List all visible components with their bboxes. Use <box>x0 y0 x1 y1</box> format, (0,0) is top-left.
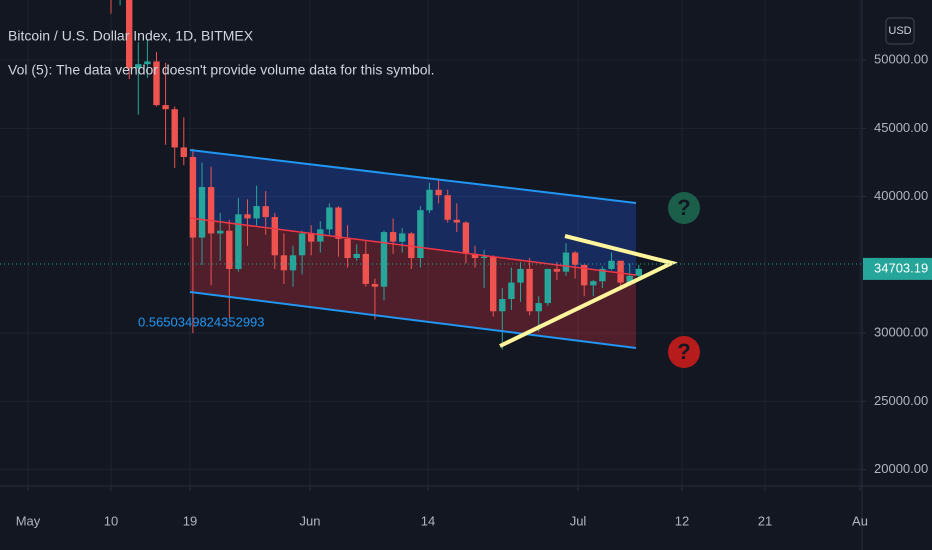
volume-note: Vol (5): The data vendor doesn't provide… <box>8 62 435 78</box>
y-tick-label: 40000.00 <box>874 188 928 203</box>
candle-body <box>153 61 160 106</box>
channel-top <box>189 149 637 204</box>
candle-body <box>626 275 633 283</box>
candle-body <box>535 303 542 312</box>
candle-body <box>571 252 579 265</box>
channel-upper-fill <box>190 150 636 275</box>
candle-body <box>335 207 342 239</box>
candle-body <box>262 206 269 218</box>
y-tick-label: 50000.00 <box>874 52 928 67</box>
currency-button[interactable] <box>885 17 915 45</box>
candle-body <box>126 0 133 69</box>
candle-body <box>280 255 288 271</box>
candle-body <box>389 232 397 242</box>
candle-body <box>271 217 278 256</box>
candle-body <box>471 253 479 259</box>
candle-body <box>617 260 624 283</box>
candle-body <box>371 283 379 287</box>
candle-body <box>362 253 369 284</box>
candle-body <box>590 281 597 286</box>
candle-body <box>326 207 333 230</box>
candle-body <box>171 109 178 148</box>
chart-title: Bitcoin / U.S. Dollar Index, 1D, BITMEX <box>8 28 254 44</box>
x-tick-label: Au <box>852 513 868 528</box>
y-tick-label: 25000.00 <box>874 393 928 408</box>
candle-body <box>198 187 206 238</box>
candle-body <box>162 105 169 110</box>
candle-body <box>344 238 351 259</box>
candle-body <box>526 268 533 312</box>
x-tick-label: Jul <box>570 513 587 528</box>
candle-body <box>244 214 251 219</box>
candle-body <box>235 214 242 269</box>
candle-body <box>499 298 506 312</box>
candle-body <box>399 233 406 242</box>
candle-body <box>517 268 524 283</box>
candle-body <box>217 230 224 234</box>
annotation: 0.5650349824352993 <box>138 314 265 329</box>
last-price-label: 34703.19 <box>874 260 928 275</box>
y-tick-label: 30000.00 <box>874 325 928 340</box>
question-mark: ? <box>677 195 690 220</box>
candle-body <box>453 219 460 223</box>
candle-body <box>599 268 606 282</box>
candle-body <box>480 256 488 259</box>
candle-body <box>490 256 497 312</box>
candle-body <box>562 252 570 272</box>
candle-body <box>226 230 233 269</box>
candle-body <box>544 268 551 304</box>
candle-body <box>180 147 187 157</box>
x-tick-label: 12 <box>675 513 689 528</box>
channel-bottom <box>189 291 637 349</box>
candle-body <box>298 233 306 256</box>
candle-body <box>308 233 315 242</box>
x-tick-label: Jun <box>300 513 321 528</box>
question-mark: ? <box>677 339 690 364</box>
candle-body <box>253 206 260 219</box>
candle-body <box>353 253 360 259</box>
candle-body <box>444 195 451 220</box>
y-tick-label: 45000.00 <box>874 120 928 135</box>
candle-body <box>435 189 442 196</box>
triangle <box>499 234 678 348</box>
candle-body <box>317 229 324 242</box>
candle-body <box>635 268 642 276</box>
question-up <box>668 192 700 224</box>
candle-body <box>289 255 297 271</box>
y-tick-label: 20000.00 <box>874 461 928 476</box>
candle-body <box>189 156 197 238</box>
candle-body <box>207 187 215 234</box>
x-tick-label: 14 <box>421 513 435 528</box>
candle-body <box>380 232 388 287</box>
candle-body <box>462 222 470 254</box>
x-tick-label: 19 <box>183 513 197 528</box>
candle-body <box>553 268 561 272</box>
candle-body <box>581 264 588 286</box>
x-tick-label: 21 <box>758 513 772 528</box>
question-down <box>668 336 700 368</box>
candle-body <box>135 64 142 69</box>
candle-body <box>417 210 424 259</box>
x-tick-label: 10 <box>104 513 118 528</box>
last-price-box <box>863 257 932 280</box>
candle-body <box>426 189 433 211</box>
candle-body <box>508 282 515 299</box>
channel-mid <box>189 217 637 276</box>
candle-body <box>608 260 615 269</box>
x-tick-label: May <box>16 513 41 528</box>
candle-body <box>144 61 151 65</box>
currency-label[interactable]: USD <box>888 25 911 37</box>
